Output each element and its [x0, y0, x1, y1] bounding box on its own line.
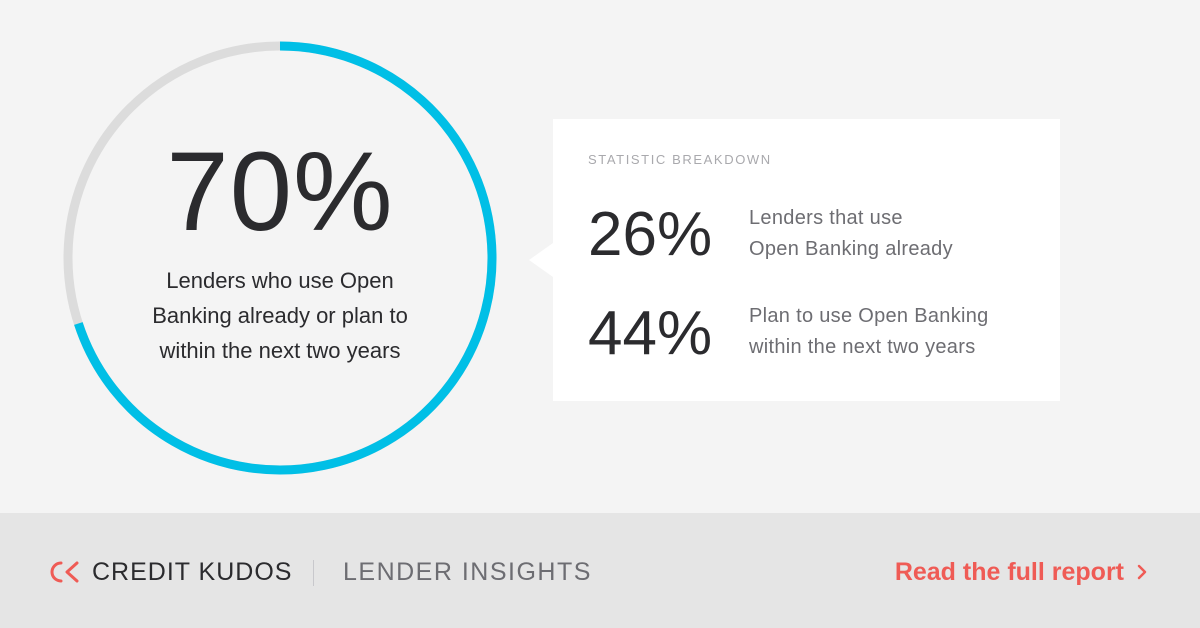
stat-value-plan: 44%: [588, 299, 713, 368]
donut-chart: [63, 41, 497, 475]
brand-name: CREDIT KUDOS: [92, 558, 293, 586]
read-report-label: Read the full report: [894, 558, 1124, 586]
footer-divider: [313, 560, 314, 586]
headline-percentage: 70%: [166, 129, 394, 254]
headline-caption: Lenders who use Open Banking already or …: [110, 263, 450, 368]
footer-bar: CREDIT KUDOS LENDER INSIGHTS Read the fu…: [0, 513, 1200, 628]
card-pointer: [529, 243, 553, 277]
stat-label-line: Lenders that use: [749, 207, 903, 229]
main-panel: 70% Lenders who use Open Banking already…: [63, 41, 1060, 475]
breakdown-heading: STATISTIC BREAKDOWN: [588, 152, 772, 167]
stat-label-plan: Plan to use Open Banking within the next…: [749, 301, 989, 363]
statistic-breakdown-card: STATISTIC BREAKDOWN 26% Lenders that use…: [529, 119, 1060, 401]
stat-label-line: Open Banking already: [749, 238, 953, 260]
stat-label-already: Lenders that use Open Banking already: [749, 203, 953, 265]
donut-value-arc: [74, 41, 497, 475]
stat-label-line: Plan to use Open Banking: [749, 305, 989, 327]
headline-caption-line: within the next two years: [159, 338, 401, 363]
ck-logo-icon: [50, 561, 79, 583]
section-title: LENDER INSIGHTS: [343, 558, 592, 586]
stat-label-line: within the next two years: [749, 336, 976, 358]
chevron-right-icon: [1137, 564, 1147, 580]
read-report-link[interactable]: Read the full report: [895, 557, 1148, 587]
headline-caption-line: Lenders who use Open: [166, 268, 394, 293]
headline-caption-line: Banking already or plan to: [152, 303, 408, 328]
stat-value-already: 26%: [588, 200, 713, 269]
